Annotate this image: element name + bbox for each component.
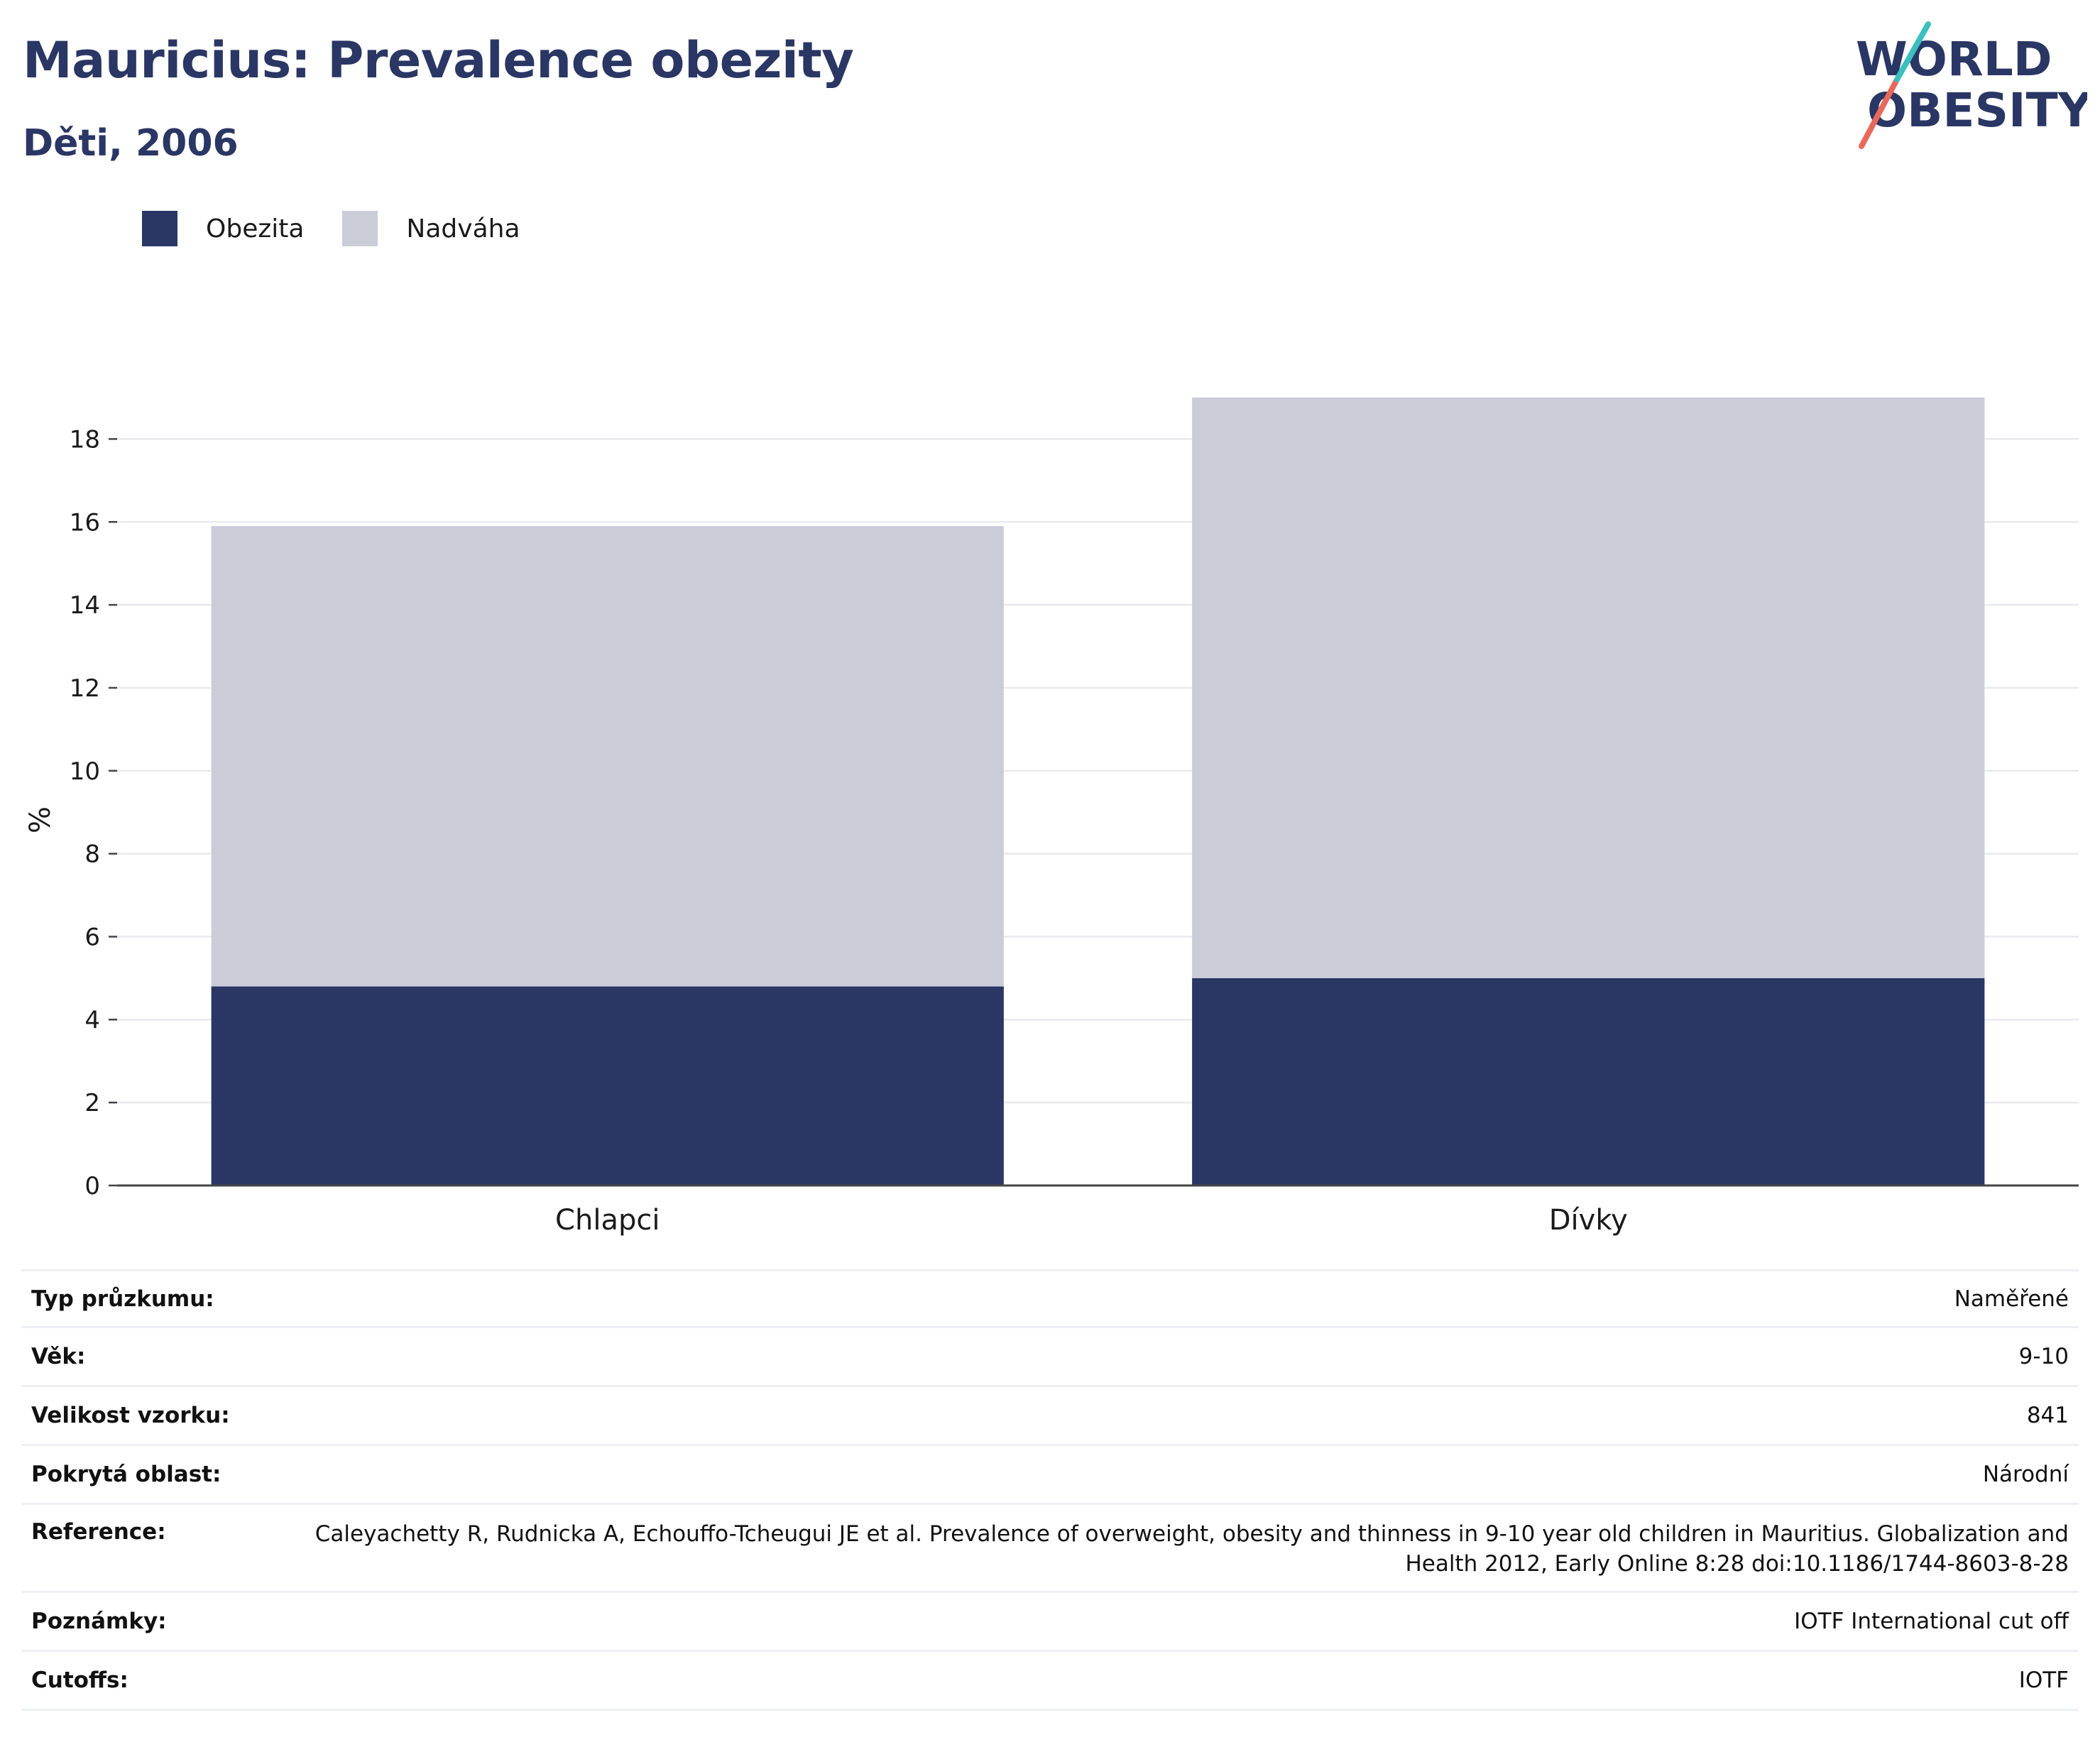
detail-value: IOTF International cut off bbox=[1794, 1609, 2069, 1634]
detail-value: IOTF bbox=[2018, 1667, 2069, 1693]
detail-value: Caleyachetty R, Rudnicka A, Echouffo-Tch… bbox=[315, 1521, 2069, 1577]
y-tick-label: 18 bbox=[70, 425, 100, 454]
y-tick-label: 8 bbox=[84, 840, 100, 869]
detail-row-cutoffs: Cutoffs: IOTF bbox=[21, 1652, 2079, 1711]
detail-row-survey-type: Typ průzkumu: Naměřené bbox=[21, 1269, 2079, 1328]
bar-overweight bbox=[1192, 398, 1985, 978]
detail-key: Velikost vzorku: bbox=[31, 1403, 230, 1428]
detail-value: Naměřené bbox=[1954, 1286, 2069, 1312]
detail-value: Národní bbox=[1982, 1462, 2069, 1487]
legend-label-overweight: Nadváha bbox=[406, 214, 520, 243]
detail-row-age: Věk: 9-10 bbox=[21, 1328, 2079, 1387]
page-subtitle: Děti, 2006 bbox=[23, 122, 239, 165]
y-tick-label: 6 bbox=[84, 923, 100, 951]
x-tick-label: Chlapci bbox=[555, 1204, 660, 1237]
detail-key: Pokrytá oblast: bbox=[31, 1462, 222, 1487]
legend-label-obesity: Obezita bbox=[206, 214, 305, 243]
detail-key: Cutoffs: bbox=[31, 1667, 128, 1693]
y-tick-label: 10 bbox=[70, 757, 100, 786]
legend-swatch-obesity bbox=[142, 211, 177, 246]
svg-text:WORLD: WORLD bbox=[1856, 32, 2052, 87]
detail-row-reference: Reference: Caleyachetty R, Rudnicka A, E… bbox=[21, 1505, 2079, 1593]
world-obesity-logo: WORLD OBESITY bbox=[1856, 21, 2087, 149]
detail-key: Poznámky: bbox=[31, 1609, 167, 1634]
detail-row-notes: Poznámky: IOTF International cut off bbox=[21, 1593, 2079, 1652]
stacked-bar-chart: 0 2 4 6 8 10 12 14 16 18% Chlapci Dívky bbox=[24, 398, 2079, 1237]
detail-row-coverage: Pokrytá oblast: Národní bbox=[21, 1446, 2079, 1505]
y-tick-label: 4 bbox=[84, 1006, 100, 1034]
x-tick-label: Dívky bbox=[1549, 1204, 1628, 1237]
bars bbox=[211, 398, 1985, 1185]
detail-row-sample-size: Velikost vzorku: 841 bbox=[21, 1387, 2079, 1446]
bar-overweight bbox=[211, 526, 1004, 987]
y-tick-label: 0 bbox=[84, 1172, 100, 1200]
detail-value: 9-10 bbox=[2018, 1344, 2069, 1369]
legend-item-obesity[interactable]: Obezita bbox=[142, 211, 304, 246]
svg-text:OBESITY: OBESITY bbox=[1867, 83, 2087, 138]
details-table: Typ průzkumu: Naměřené Věk: 9-10 Velikos… bbox=[21, 1269, 2079, 1711]
legend-swatch-overweight bbox=[342, 211, 378, 246]
y-tick-label: 14 bbox=[70, 591, 100, 620]
y-axis-label: % bbox=[24, 806, 57, 833]
legend-item-overweight[interactable]: Nadváha bbox=[342, 211, 520, 246]
chart-legend: Obezita Nadváha bbox=[142, 210, 559, 247]
detail-key: Reference: bbox=[31, 1519, 166, 1545]
detail-key: Typ průzkumu: bbox=[31, 1286, 214, 1312]
y-tick-label: 2 bbox=[84, 1089, 100, 1117]
bar-obesity bbox=[211, 986, 1004, 1185]
y-tick-label: 12 bbox=[70, 674, 100, 703]
detail-value: 841 bbox=[2026, 1403, 2069, 1428]
bar-obesity bbox=[1192, 977, 1985, 1185]
axes: 0 2 4 6 8 10 12 14 16 18% Chlapci Dívky bbox=[24, 425, 2079, 1237]
y-tick-label: 16 bbox=[70, 508, 100, 537]
detail-key: Věk: bbox=[31, 1344, 86, 1369]
page-title: Mauricius: Prevalence obezity bbox=[23, 31, 854, 89]
